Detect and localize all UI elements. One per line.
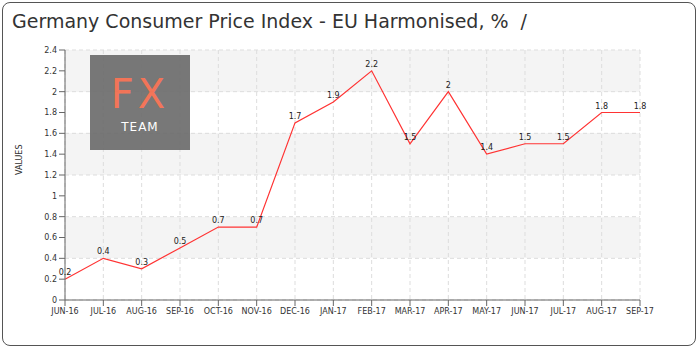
svg-text:SEP-17: SEP-17 (626, 307, 654, 316)
svg-text:MAR-17: MAR-17 (395, 307, 426, 316)
svg-text:MAY-17: MAY-17 (472, 307, 501, 316)
svg-text:0: 0 (52, 296, 57, 305)
svg-text:1.5: 1.5 (557, 133, 570, 142)
svg-text:FEB-17: FEB-17 (358, 307, 386, 316)
svg-text:JUL-17: JUL-17 (550, 307, 577, 316)
svg-text:0.2: 0.2 (44, 275, 57, 284)
svg-text:2.2: 2.2 (365, 60, 378, 69)
html-text:FX: FX (110, 70, 170, 117)
svg-text:JAN-17: JAN-17 (319, 307, 347, 316)
svg-text:1.8: 1.8 (634, 102, 647, 111)
svg-text:0.4: 0.4 (97, 247, 110, 256)
svg-text:NOV-16: NOV-16 (242, 307, 272, 316)
svg-text:1: 1 (52, 192, 57, 201)
svg-text:2: 2 (52, 88, 57, 97)
svg-text:2.4: 2.4 (44, 46, 57, 55)
svg-text:0.8: 0.8 (44, 213, 57, 222)
svg-text:SEP-16: SEP-16 (166, 307, 194, 316)
html-text:TEAM: TEAM (121, 119, 159, 134)
svg-text:AUG-17: AUG-17 (586, 307, 617, 316)
svg-text:1.9: 1.9 (327, 91, 340, 100)
svg-text:VALUES: VALUES (15, 145, 24, 175)
svg-text:0.7: 0.7 (212, 216, 225, 225)
svg-text:1.8: 1.8 (595, 102, 608, 111)
svg-text:1.8: 1.8 (44, 108, 57, 117)
svg-text:0.2: 0.2 (59, 268, 72, 277)
svg-text:1.2: 1.2 (44, 171, 57, 180)
svg-text:1.7: 1.7 (289, 112, 302, 121)
svg-text:1.4: 1.4 (480, 143, 493, 152)
svg-text:0.7: 0.7 (250, 216, 263, 225)
svg-text:JUN-17: JUN-17 (510, 307, 538, 316)
svg-text:JUN-16: JUN-16 (50, 307, 78, 316)
html-text:Germany Consumer Price Index -: Germany Consumer Price Index - EU Harmon… (12, 10, 527, 32)
svg-text:0.4: 0.4 (44, 254, 57, 263)
svg-text:1.6: 1.6 (44, 129, 57, 138)
svg-text:2: 2 (446, 81, 451, 90)
svg-text:1.5: 1.5 (519, 133, 532, 142)
svg-text:AUG-16: AUG-16 (126, 307, 157, 316)
svg-text:OCT-16: OCT-16 (204, 307, 233, 316)
svg-text:2.2: 2.2 (44, 67, 57, 76)
svg-text:1.4: 1.4 (44, 150, 57, 159)
svg-text:DEC-16: DEC-16 (280, 307, 310, 316)
svg-text:JUL-16: JUL-16 (90, 307, 117, 316)
svg-text:0.6: 0.6 (44, 233, 57, 242)
svg-text:0.3: 0.3 (135, 258, 148, 267)
svg-text:1.5: 1.5 (404, 133, 417, 142)
svg-text:APR-17: APR-17 (434, 307, 463, 316)
svg-text:0.5: 0.5 (174, 237, 187, 246)
